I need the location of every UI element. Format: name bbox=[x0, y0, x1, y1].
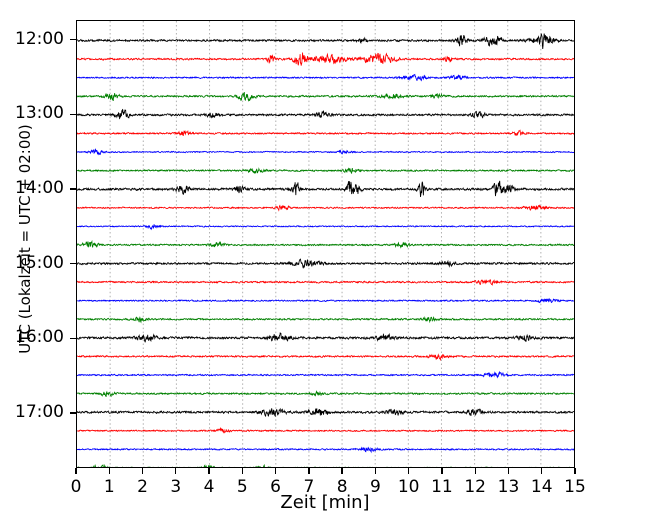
x-tick-label: 1 bbox=[103, 477, 115, 497]
seismic-trace bbox=[77, 204, 574, 212]
y-tick-mark bbox=[70, 337, 76, 340]
x-tick-label: 5 bbox=[236, 477, 248, 497]
x-tick-label: 15 bbox=[564, 477, 586, 497]
x-tick-mark bbox=[75, 468, 77, 474]
x-tick-mark bbox=[108, 468, 110, 474]
seismic-trace bbox=[77, 331, 574, 343]
seismic-trace bbox=[77, 239, 574, 249]
seismic-trace bbox=[77, 129, 574, 137]
x-tick-mark bbox=[341, 468, 343, 474]
seismic-trace bbox=[77, 73, 574, 82]
x-tick-label: 7 bbox=[303, 477, 315, 497]
seismic-trace bbox=[77, 52, 574, 66]
trace-layer bbox=[77, 33, 574, 467]
x-tick-mark bbox=[408, 468, 410, 474]
plot-area bbox=[76, 20, 575, 468]
x-tick-label: 6 bbox=[270, 477, 281, 497]
y-tick-label: 16:00 bbox=[15, 327, 64, 348]
seismic-trace bbox=[77, 297, 574, 304]
x-tick-label: 10 bbox=[397, 477, 420, 497]
x-tick-mark bbox=[141, 468, 144, 474]
y-tick-label: 15:00 bbox=[15, 252, 64, 273]
x-tick-mark bbox=[374, 468, 377, 474]
y-tick-label: 12:00 bbox=[15, 28, 64, 49]
y-tick-mark bbox=[70, 113, 76, 116]
seismic-trace bbox=[77, 108, 574, 120]
seismic-trace bbox=[77, 258, 574, 269]
x-tick-mark bbox=[175, 468, 177, 474]
seismic-trace bbox=[77, 353, 574, 362]
y-tick-mark bbox=[70, 188, 76, 190]
x-tick-mark bbox=[507, 468, 510, 474]
x-tick-mark bbox=[474, 468, 476, 474]
x-tick-label: 3 bbox=[170, 477, 182, 497]
x-tick-label: 0 bbox=[70, 477, 82, 497]
x-tick-label: 8 bbox=[336, 477, 348, 497]
x-tick-label: 14 bbox=[530, 477, 553, 497]
x-tick-label: 13 bbox=[497, 477, 520, 497]
x-tick-label: 9 bbox=[369, 477, 381, 497]
x-tick-label: 2 bbox=[137, 477, 148, 497]
seismic-trace bbox=[77, 279, 574, 287]
seismic-trace bbox=[77, 407, 574, 418]
seismic-trace bbox=[77, 148, 574, 156]
x-tick-label: 11 bbox=[431, 477, 453, 497]
seismic-trace bbox=[77, 92, 574, 102]
y-tick-label: 13:00 bbox=[15, 103, 64, 124]
x-tick-label: 4 bbox=[203, 477, 215, 497]
y-tick-mark bbox=[70, 39, 76, 41]
y-tick-mark bbox=[70, 412, 76, 414]
x-tick-mark bbox=[541, 468, 543, 474]
y-tick-label: 17:00 bbox=[15, 401, 64, 422]
y-axis-title: UTC (Lokalzeit = UTC + 02:00) bbox=[16, 124, 34, 354]
x-tick-mark bbox=[441, 468, 443, 474]
seismic-trace bbox=[77, 370, 574, 379]
seismic-trace bbox=[77, 446, 574, 454]
seismic-trace bbox=[77, 463, 572, 467]
y-tick-mark bbox=[70, 263, 76, 265]
seismic-trace bbox=[77, 33, 574, 50]
x-tick-mark bbox=[308, 468, 310, 474]
seismic-trace bbox=[77, 426, 574, 434]
x-axis-title: Zeit [min] bbox=[280, 492, 370, 513]
seismic-trace bbox=[77, 224, 574, 231]
x-tick-mark bbox=[241, 468, 243, 474]
x-tick-mark bbox=[274, 468, 277, 474]
x-tick-mark bbox=[574, 468, 576, 474]
x-tick-mark bbox=[208, 468, 210, 474]
seismic-trace bbox=[77, 180, 574, 198]
seismic-trace bbox=[77, 167, 574, 174]
x-tick-label: 12 bbox=[464, 477, 486, 497]
seismic-trace bbox=[77, 390, 574, 398]
seismic-trace bbox=[77, 315, 574, 324]
y-tick-label: 14:00 bbox=[15, 177, 64, 198]
